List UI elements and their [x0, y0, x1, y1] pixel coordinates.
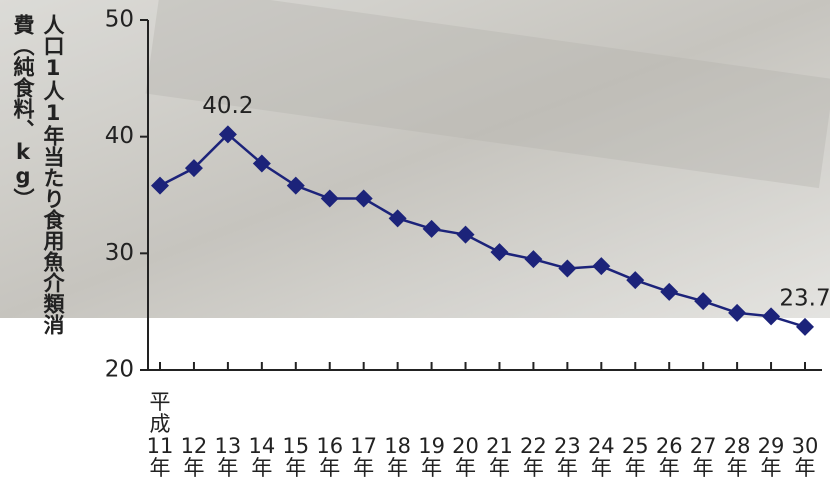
- y-tick-label: 30: [105, 240, 134, 266]
- background-veil: [0, 0, 830, 318]
- chart: 20 30 40 50 40.2 23.7 人口1人1年当たり食用魚介類消費（純食料、kg…: [0, 0, 830, 483]
- plot: 20 30 40 50 40.2 23.7: [0, 0, 830, 483]
- y-tick-label: 40: [105, 123, 134, 149]
- data-label: 40.2: [202, 93, 253, 119]
- data-label: 23.7: [779, 285, 830, 311]
- y-axis-title: 人口1人1年当たり食用魚介類消費（純食料、kg）: [8, 14, 68, 354]
- marker: [796, 318, 814, 336]
- x-tick-label: 30 年: [785, 435, 825, 479]
- y-tick-label: 20: [105, 357, 134, 383]
- y-tick-label: 50: [105, 7, 134, 33]
